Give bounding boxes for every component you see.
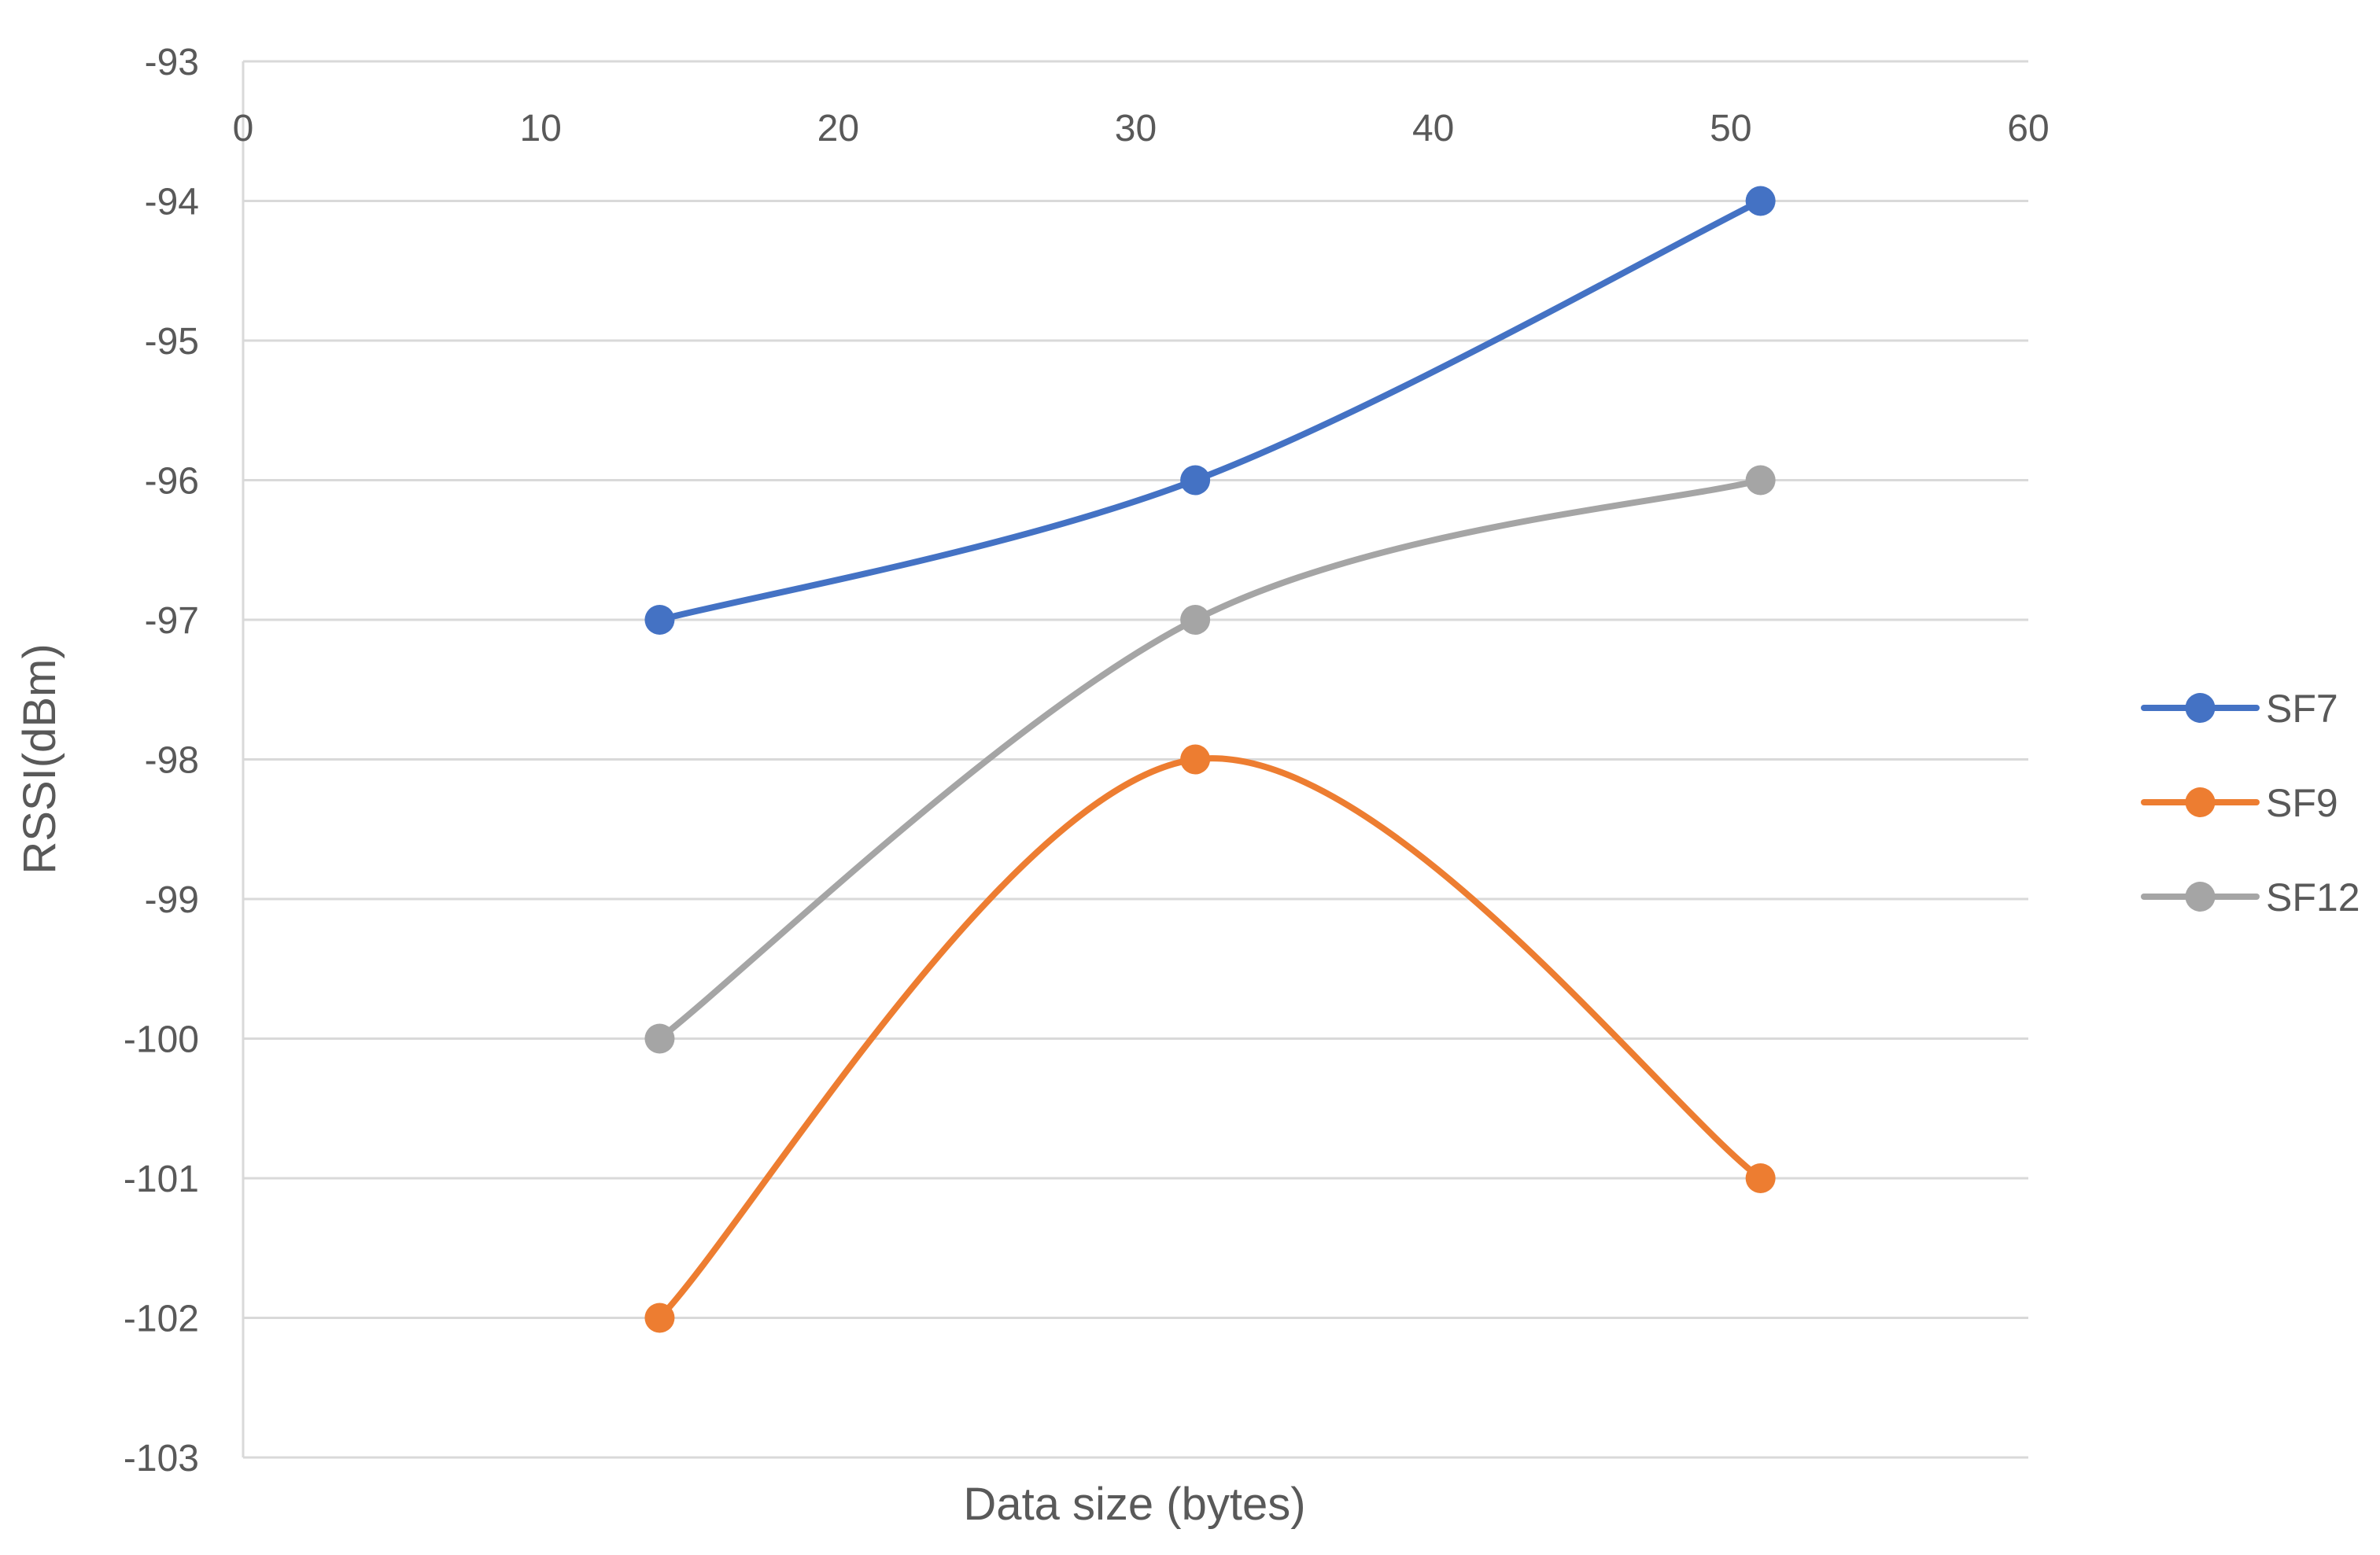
data-point-sf12 <box>644 1023 675 1054</box>
data-point-sf12 <box>1745 465 1776 496</box>
y-tick-label: -97 <box>145 600 199 642</box>
y-tick-label: -95 <box>145 321 199 363</box>
legend-marker-sf7 <box>2185 693 2216 723</box>
legend-label-sf9: SF9 <box>2266 781 2338 825</box>
data-point-sf9 <box>1745 1163 1776 1193</box>
x-tick-label: 10 <box>519 108 561 149</box>
x-tick-label: 60 <box>2007 108 2049 149</box>
y-tick-label: -93 <box>145 42 199 83</box>
legend-marker-sf12 <box>2185 882 2216 912</box>
x-axis-title: Data size (bytes) <box>963 1479 1305 1530</box>
data-point-sf9 <box>1180 744 1211 775</box>
y-axis-title: RSSI(dBm) <box>14 643 65 874</box>
data-point-sf7 <box>1745 186 1776 216</box>
x-tick-label: 40 <box>1412 108 1454 149</box>
x-tick-label: 30 <box>1115 108 1157 149</box>
legend-marker-sf9 <box>2185 787 2216 817</box>
series-points <box>644 186 1776 1333</box>
y-tick-label: -102 <box>124 1299 199 1340</box>
x-tick-label: 0 <box>233 108 254 149</box>
y-tick-label: -98 <box>145 740 199 782</box>
legend-label-sf12: SF12 <box>2266 875 2360 919</box>
data-point-sf7 <box>1180 465 1211 496</box>
data-point-sf7 <box>644 605 675 635</box>
data-point-sf12 <box>1180 605 1211 635</box>
x-tick-labels: 0 10 20 30 40 50 60 <box>233 108 2050 149</box>
y-tick-labels: -93 -94 -95 -96 -97 -98 -99 -100 -101 -102 -103 <box>124 42 199 1479</box>
y-tick-label: -100 <box>124 1019 199 1061</box>
data-point-sf9 <box>644 1303 675 1333</box>
x-tick-label: 20 <box>817 108 859 149</box>
legend-label-sf7: SF7 <box>2266 687 2338 731</box>
x-tick-label: 50 <box>1710 108 1751 149</box>
y-tick-label: -103 <box>124 1438 199 1479</box>
y-tick-label: -99 <box>145 879 199 921</box>
gridlines <box>243 60 2028 1459</box>
legend: SF7 SF9 SF12 <box>2141 687 2360 919</box>
y-tick-label: -96 <box>145 461 199 503</box>
y-tick-label: -94 <box>145 182 199 223</box>
y-tick-label: -101 <box>124 1159 199 1200</box>
